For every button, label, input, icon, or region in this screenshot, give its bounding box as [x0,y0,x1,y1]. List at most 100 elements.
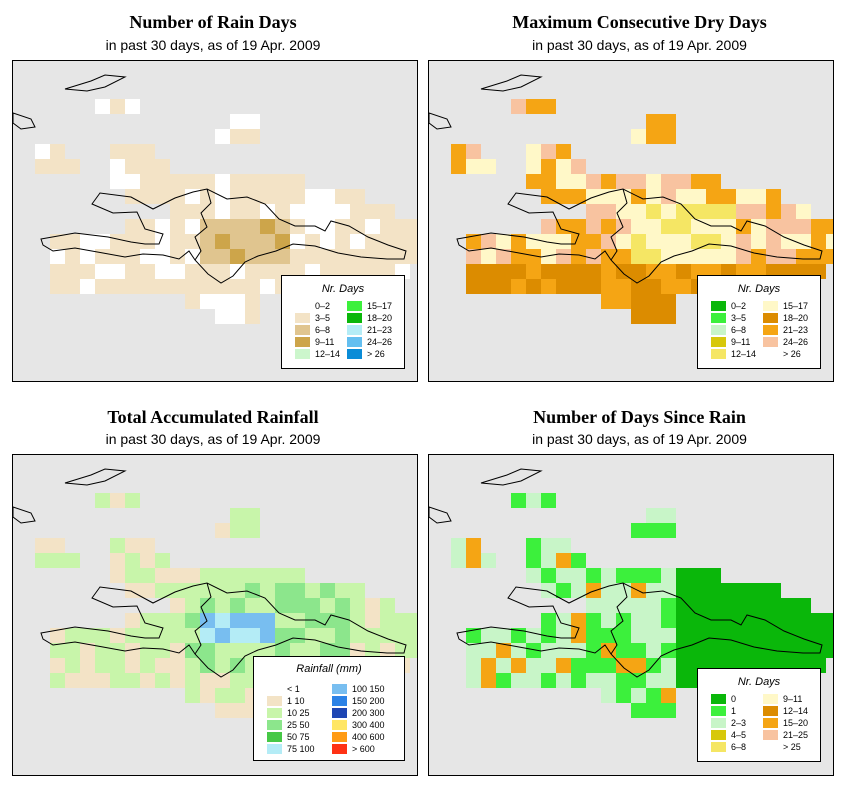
grid-cell [125,219,140,234]
grid-cell [601,174,616,189]
grid-cell [676,174,691,189]
grid-cell [616,294,631,309]
grid-cell [320,204,335,219]
grid-cell [125,144,140,159]
grid-cell [571,264,586,279]
grid-cell [781,249,796,264]
grid-cell [481,279,496,294]
grid-cell [706,598,721,613]
grid-cell [185,234,200,249]
legend-label: 3–5 [731,312,747,323]
grid-cell [526,658,541,673]
legend-swatch [763,717,778,728]
grid-cell [305,643,320,658]
grid-cell [380,628,395,643]
grid-cell [365,204,380,219]
grid-cell [556,159,571,174]
grid-cell [365,249,380,264]
grid-cell [511,279,526,294]
grid-cell [335,189,350,204]
grid-cell [646,189,661,204]
grid-cell [526,144,541,159]
grid-cell [125,643,140,658]
legend-label: 10 25 [287,707,310,718]
legend-item: 18–20 [347,312,392,323]
grid-cell [571,553,586,568]
grid-cell [230,643,245,658]
legend-label: 15–17 [367,300,393,311]
grid-cell [631,598,646,613]
grid-cell [395,613,410,628]
grid-cell [541,99,556,114]
legend-title: Nr. Days [737,676,781,688]
grid-cell [661,583,676,598]
grid-cell [125,553,140,568]
grid-cell [350,189,365,204]
legend-item: 25 50 [267,719,310,730]
grid-cell [50,144,65,159]
grid-cell [676,628,691,643]
grid-cell [751,204,766,219]
grid-cell [200,583,215,598]
grid-cell [526,279,541,294]
grid-cell [511,628,526,643]
grid-cell [706,174,721,189]
legend-item: 300 400 [332,719,385,730]
grid-cell [466,264,481,279]
legend-label: 21–23 [783,324,809,335]
grid-cell [601,204,616,219]
panel-days-since-rain: Number of Days Since Rain in past 30 day… [426,393,853,793]
grid-cell [275,189,290,204]
grid-cell [140,673,155,688]
legend-label: 300 400 [352,719,385,730]
grid-cell [541,219,556,234]
grid-cell [80,279,95,294]
grid-cell [365,643,380,658]
grid-cell [125,99,140,114]
grid-cell [706,189,721,204]
legend-item: 12–14 [711,348,756,359]
grid-cell [200,204,215,219]
grid-cell [466,144,481,159]
island-coastline [429,506,452,524]
legend-label: 0–2 [731,300,747,311]
hispaniola-coastline [456,188,823,284]
legend-item: 400 600 [332,731,385,742]
legend-swatch [267,695,282,706]
legend-swatch [332,707,347,718]
grid-cell [601,583,616,598]
grid-cell [571,279,586,294]
legend-label: 18–20 [367,312,393,323]
grid-cell [571,234,586,249]
grid-cell [496,628,511,643]
grid-cell [65,658,80,673]
legend-item: 21–23 [347,324,392,335]
grid-cell [80,673,95,688]
grid-cell [350,204,365,219]
grid-cell [751,598,766,613]
grid-cell [275,204,290,219]
grid-cell [661,219,676,234]
grid-cell [451,538,466,553]
grid-cell [706,643,721,658]
legend-label: 3–5 [315,312,331,323]
grid-cell [481,234,496,249]
legend-item: 9–11 [295,336,334,347]
grid-cell [586,613,601,628]
grid-cell [541,613,556,628]
grid-cell [215,294,230,309]
grid-cell [736,643,751,658]
grid-cell [290,234,305,249]
grid-cell [260,568,275,583]
grid-cell [466,159,481,174]
grid-cell [676,219,691,234]
legend-swatch [763,312,778,323]
hispaniola-coastline [456,582,823,678]
grid-cell [65,673,80,688]
grid-cell [410,628,417,643]
legend-swatch [711,741,726,752]
grid-cell [721,583,736,598]
grid-cell [616,234,631,249]
grid-cell [170,643,185,658]
grid-cell [305,583,320,598]
